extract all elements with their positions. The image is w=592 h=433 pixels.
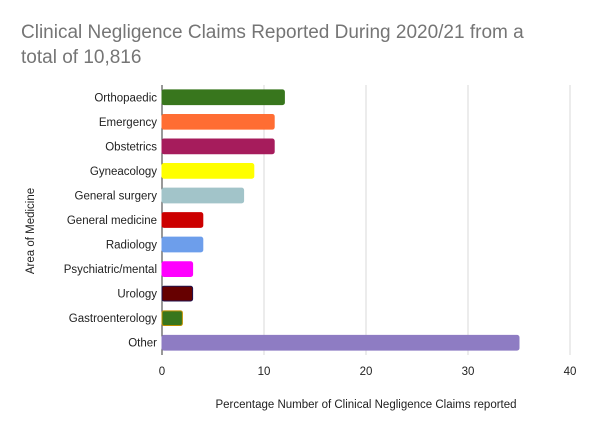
bar-urology (161, 285, 194, 302)
category-label: Emergency (99, 117, 157, 129)
category-label: General medicine (67, 215, 157, 227)
bar-gastroenterology (161, 310, 183, 327)
category-label: Gastroenterology (69, 313, 157, 325)
bar-other (161, 334, 520, 351)
category-label: Obstetrics (105, 141, 157, 153)
bar-emergency (161, 113, 275, 130)
y-axis-title: Area of Medicine (25, 188, 37, 274)
bar-obstetrics (161, 138, 275, 155)
category-label: Radiology (106, 240, 157, 252)
bar-radiology (161, 236, 204, 253)
bar-gyneacology (161, 163, 255, 179)
x-tick-label: 0 (159, 366, 165, 378)
category-label: Orthopaedic (94, 92, 157, 104)
category-label: Urology (117, 289, 157, 301)
category-label: Gyneacology (90, 166, 157, 178)
x-tick-label: 10 (258, 366, 271, 378)
x-axis-title: Percentage Number of Clinical Negligence… (215, 399, 516, 411)
x-tick-label: 20 (360, 366, 373, 378)
chart-title-line-2: total of 10,816 (21, 47, 142, 68)
category-label: Other (128, 338, 157, 350)
category-labels: Orthopaedic Emergency Obstetrics Gyneacolog… (64, 92, 158, 349)
chart-title-line-1: Clinical Negligence Claims Reported Duri… (21, 22, 524, 43)
bar-orthopaedic (161, 89, 285, 106)
x-tick-labels: 0 10 20 30 40 (159, 366, 577, 378)
bars (161, 89, 520, 351)
bar-general-surgery (161, 187, 245, 204)
category-label: General surgery (75, 190, 158, 202)
bar-psychiatric-mental (161, 261, 194, 277)
category-label: Psychiatric/mental (64, 264, 157, 276)
x-tick-label: 40 (564, 366, 577, 378)
bar-general-medicine (161, 212, 204, 228)
x-tick-label: 30 (462, 366, 475, 378)
